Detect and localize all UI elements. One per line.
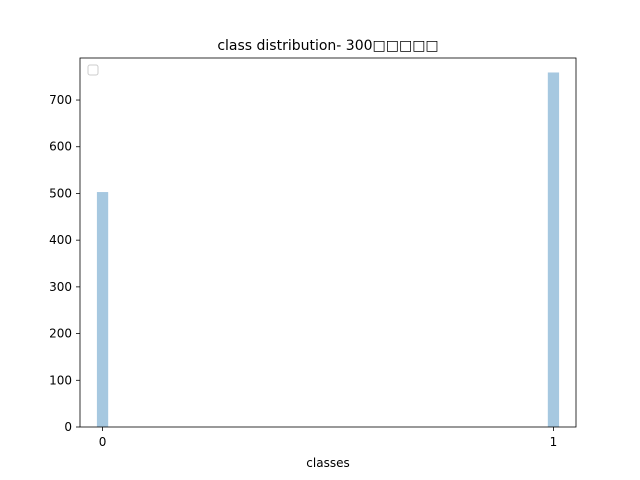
legend-box [87, 64, 99, 76]
bar-0 [96, 192, 109, 427]
x-tick-label: 0 [99, 435, 107, 449]
plot-area: 0 100 200 300 400 500 600 700 0 1 [49, 72, 560, 449]
y-tick-label: 200 [49, 327, 72, 341]
bar-1 [547, 72, 560, 428]
plot-frame [79, 57, 577, 428]
x-tick-label: 1 [550, 435, 558, 449]
y-tick-label: 300 [49, 280, 72, 294]
y-tick-label: 600 [49, 140, 72, 154]
y-tick-label: 400 [49, 233, 72, 247]
y-tick-label: 100 [49, 373, 72, 387]
y-tick-label: 700 [49, 93, 72, 107]
y-tick-label: 500 [49, 186, 72, 200]
y-tick-label: 0 [64, 420, 72, 434]
chart-title: class distribution- 300□□□□□ [217, 38, 438, 54]
x-axis-label: classes [306, 456, 349, 470]
